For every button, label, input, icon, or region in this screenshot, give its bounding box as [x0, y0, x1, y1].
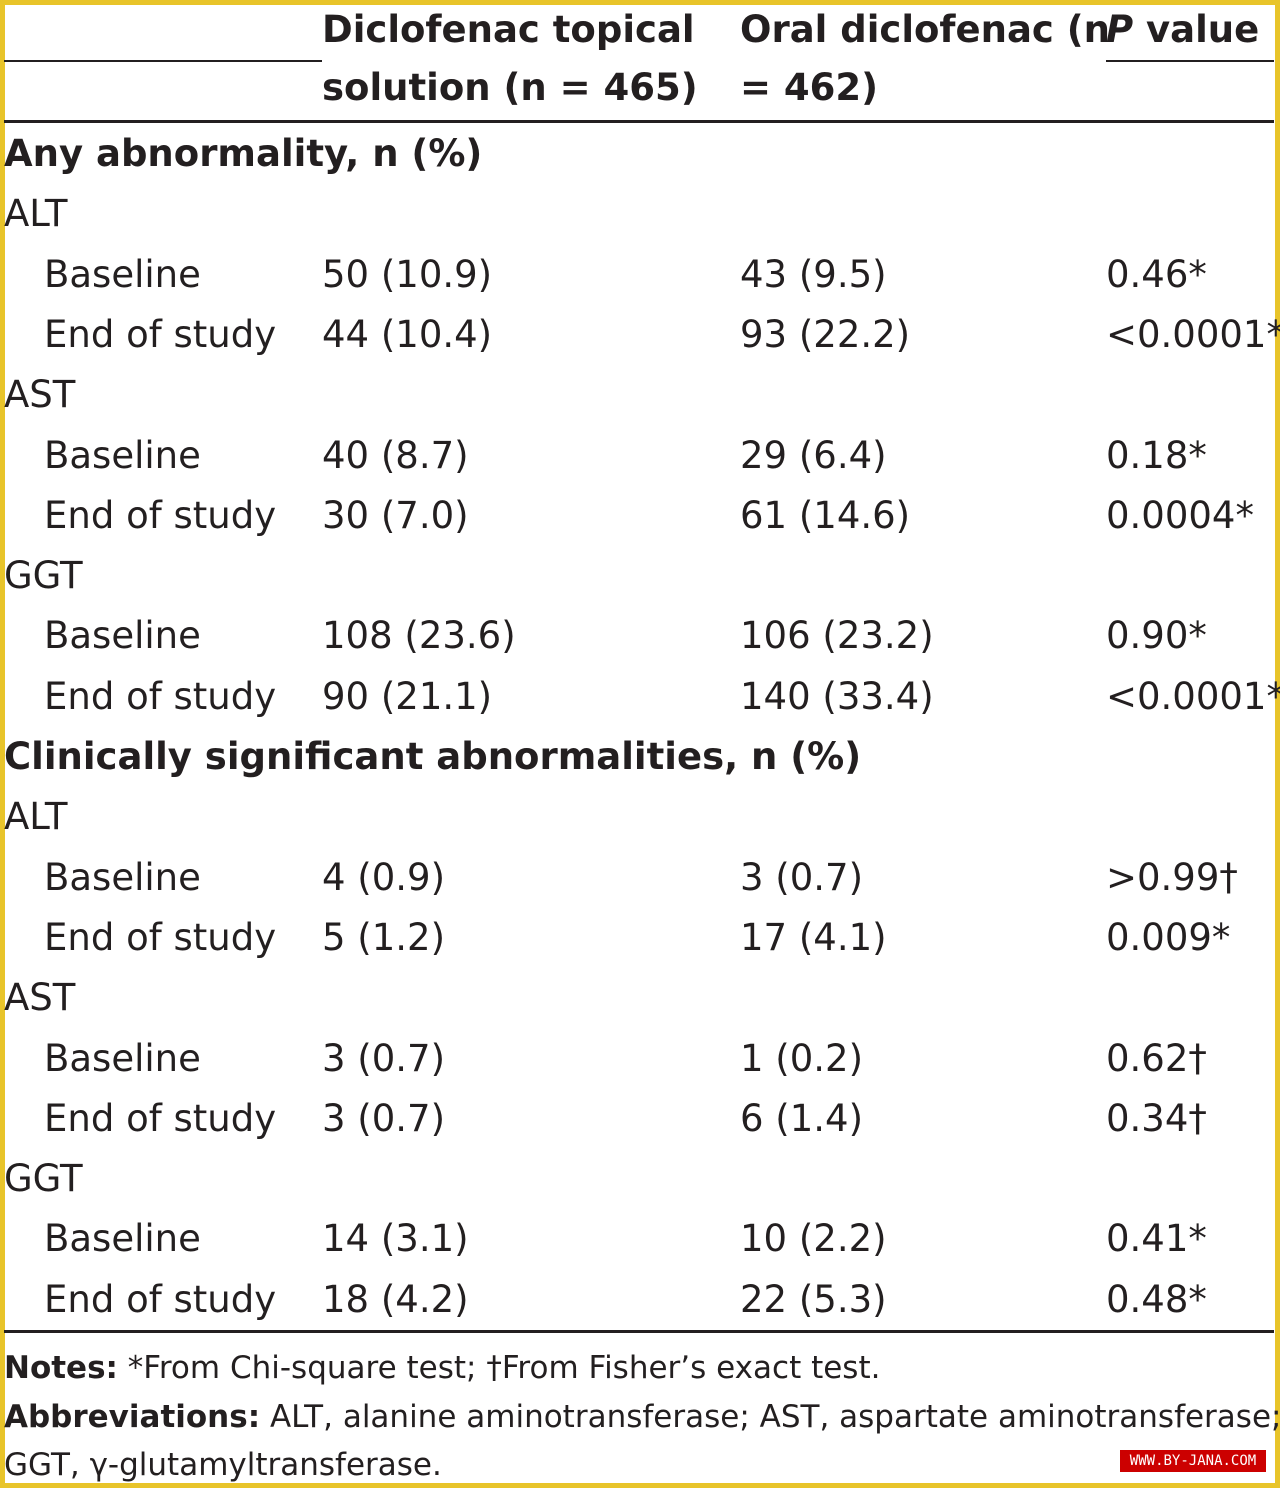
group-label: AST — [4, 373, 76, 416]
group-label: GGT — [4, 1157, 83, 1200]
p-value: 0.48* — [1106, 1278, 1207, 1321]
row-label: Baseline — [44, 614, 201, 657]
group-label: GGT — [4, 554, 83, 597]
section-heading-row: Any abnormality, n (%) — [0, 124, 1280, 184]
table-row: End of study 44 (10.4) 93 (22.2) <0.0001* — [0, 305, 1280, 365]
topical-value: 50 (10.9) — [322, 253, 493, 296]
topical-value: 4 (0.9) — [322, 856, 446, 899]
group-label: AST — [4, 976, 76, 1019]
abbreviations-text-1: ALT, alanine aminotransferase; AST, aspa… — [260, 1399, 1280, 1435]
p-value: 0.18* — [1106, 434, 1207, 477]
header-bottom-rule — [4, 120, 1274, 123]
section-heading: Any abnormality, n (%) — [4, 132, 483, 175]
header-rule-left — [4, 60, 322, 62]
topical-value: 40 (8.7) — [322, 434, 469, 477]
topical-value: 3 (0.7) — [322, 1097, 446, 1140]
header-p-letter: P — [1106, 8, 1134, 51]
oral-value: 3 (0.7) — [740, 856, 864, 899]
notes-line: Notes: *From Chi-square test; †From Fish… — [4, 1344, 1274, 1392]
table-row: End of study 18 (4.2) 22 (5.3) 0.48* — [0, 1270, 1280, 1330]
row-label: Baseline — [44, 1217, 201, 1260]
section-heading-row: Clinically significant abnormalities, n … — [0, 727, 1280, 787]
group-label: ALT — [4, 192, 68, 235]
row-label: End of study — [44, 916, 277, 959]
row-label: Baseline — [44, 856, 201, 899]
table-row: End of study 30 (7.0) 61 (14.6) 0.0004* — [0, 486, 1280, 546]
row-label: Baseline — [44, 1037, 201, 1080]
table-row: Baseline 4 (0.9) 3 (0.7) >0.99† — [0, 848, 1280, 908]
p-value: 0.41* — [1106, 1217, 1207, 1260]
p-value: 0.34† — [1106, 1097, 1207, 1140]
group-row: GGT — [0, 1149, 1280, 1209]
header-topical-line2: solution (n = 465) — [322, 66, 698, 109]
p-value: <0.0001* — [1106, 313, 1280, 356]
topical-value: 44 (10.4) — [322, 313, 493, 356]
oral-value: 61 (14.6) — [740, 494, 911, 537]
topical-value: 108 (23.6) — [322, 614, 516, 657]
oral-value: 17 (4.1) — [740, 916, 887, 959]
group-row: AST — [0, 968, 1280, 1028]
table-row: End of study 3 (0.7) 6 (1.4) 0.34† — [0, 1089, 1280, 1149]
group-row: ALT — [0, 184, 1280, 244]
oral-value: 22 (5.3) — [740, 1278, 887, 1321]
p-value: 0.62† — [1106, 1037, 1207, 1080]
table-row: Baseline 14 (3.1) 10 (2.2) 0.41* — [0, 1209, 1280, 1269]
p-value: >0.99† — [1106, 856, 1238, 899]
header-oral-line2: = 462) — [740, 66, 879, 109]
topical-value: 3 (0.7) — [322, 1037, 446, 1080]
oral-value: 10 (2.2) — [740, 1217, 887, 1260]
oral-value: 140 (33.4) — [740, 675, 934, 718]
watermark: WWW.BY-JANA.COM — [1120, 1450, 1266, 1472]
topical-value: 90 (21.1) — [322, 675, 493, 718]
oral-value: 6 (1.4) — [740, 1097, 864, 1140]
group-row: ALT — [0, 787, 1280, 847]
abbreviations-line: Abbreviations: ALT, alanine aminotransfe… — [4, 1393, 1280, 1441]
table-bottom-rule — [4, 1330, 1274, 1333]
oral-value: 43 (9.5) — [740, 253, 887, 296]
p-value: 0.0004* — [1106, 494, 1254, 537]
topical-value: 14 (3.1) — [322, 1217, 469, 1260]
row-label: Baseline — [44, 434, 201, 477]
oral-value: 106 (23.2) — [740, 614, 934, 657]
p-value: <0.0001* — [1106, 675, 1280, 718]
table-row: End of study 5 (1.2) 17 (4.1) 0.009* — [0, 908, 1280, 968]
header-p-rest: value — [1133, 8, 1260, 51]
p-value: 0.90* — [1106, 614, 1207, 657]
table-row: Baseline 108 (23.6) 106 (23.2) 0.90* — [0, 606, 1280, 666]
header-rule-right — [1106, 60, 1274, 62]
row-label: End of study — [44, 1097, 277, 1140]
topical-value: 5 (1.2) — [322, 916, 446, 959]
abbreviations-label: Abbreviations: — [4, 1399, 261, 1435]
row-label: End of study — [44, 1278, 277, 1321]
notes-text: *From Chi-square test; †From Fisher’s ex… — [117, 1350, 881, 1386]
notes-label: Notes: — [4, 1350, 118, 1386]
group-label: ALT — [4, 795, 68, 838]
group-row: AST — [0, 365, 1280, 425]
oral-value: 29 (6.4) — [740, 434, 887, 477]
topical-value: 18 (4.2) — [322, 1278, 469, 1321]
row-label: End of study — [44, 675, 277, 718]
table-row: Baseline 40 (8.7) 29 (6.4) 0.18* — [0, 426, 1280, 486]
header-p-value: P value — [1106, 0, 1259, 60]
header-oral-line1: Oral diclofenac (n — [740, 8, 1110, 51]
p-value: 0.46* — [1106, 253, 1207, 296]
row-label: Baseline — [44, 253, 201, 296]
topical-value: 30 (7.0) — [322, 494, 469, 537]
section-heading: Clinically significant abnormalities, n … — [4, 735, 862, 778]
oral-value: 1 (0.2) — [740, 1037, 864, 1080]
row-label: End of study — [44, 313, 277, 356]
header-topical-line1: Diclofenac topical — [322, 8, 695, 51]
p-value: 0.009* — [1106, 916, 1231, 959]
table-row: Baseline 3 (0.7) 1 (0.2) 0.62† — [0, 1029, 1280, 1089]
table-row: Baseline 50 (10.9) 43 (9.5) 0.46* — [0, 245, 1280, 305]
oral-value: 93 (22.2) — [740, 313, 911, 356]
table-row: End of study 90 (21.1) 140 (33.4) <0.0001* — [0, 667, 1280, 727]
group-row: GGT — [0, 546, 1280, 606]
row-label: End of study — [44, 494, 277, 537]
abbreviations-line-2: GGT, γ-glutamyltransferase. — [4, 1447, 442, 1483]
